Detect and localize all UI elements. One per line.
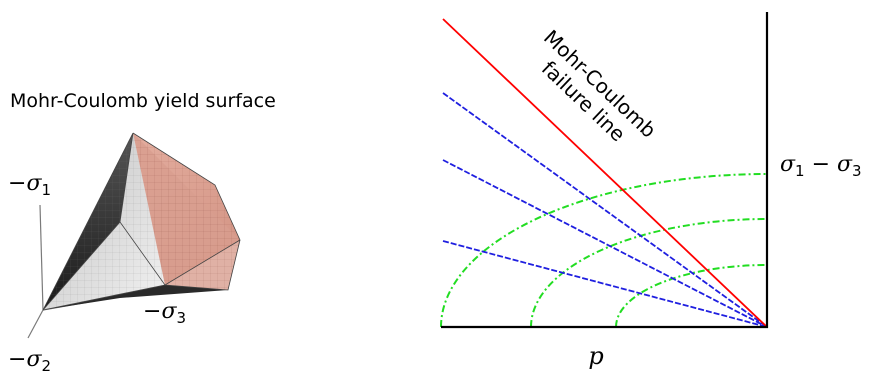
mohr-coulomb-yield-surface <box>42 132 241 311</box>
failure-line-label: Mohr-Coulomb failure line <box>537 25 661 146</box>
failure-line <box>442 18 768 328</box>
stress-paths <box>442 92 768 328</box>
x-axis-label: p <box>588 342 603 370</box>
mohr-circle-small <box>615 264 768 328</box>
y-axis-label: σ1 − σ3 <box>780 152 862 180</box>
mohr-circles <box>440 173 768 328</box>
mohr-circle-large <box>440 173 768 328</box>
stress-path-1 <box>442 92 768 328</box>
sigma2-axis <box>27 309 44 339</box>
sigma1-axis <box>39 204 44 311</box>
sigma2-label: −σ2 <box>8 347 51 372</box>
yield-surface-title: Mohr-Coulomb yield surface <box>10 90 276 112</box>
stress-path-3 <box>442 240 768 328</box>
sigma3-label: −σ3 <box>143 299 186 327</box>
surface-face-bottom <box>43 285 228 310</box>
sigma1-label: −σ1 <box>8 171 51 199</box>
mohr-circle-medium <box>530 218 768 328</box>
stress-path-2 <box>442 159 768 328</box>
